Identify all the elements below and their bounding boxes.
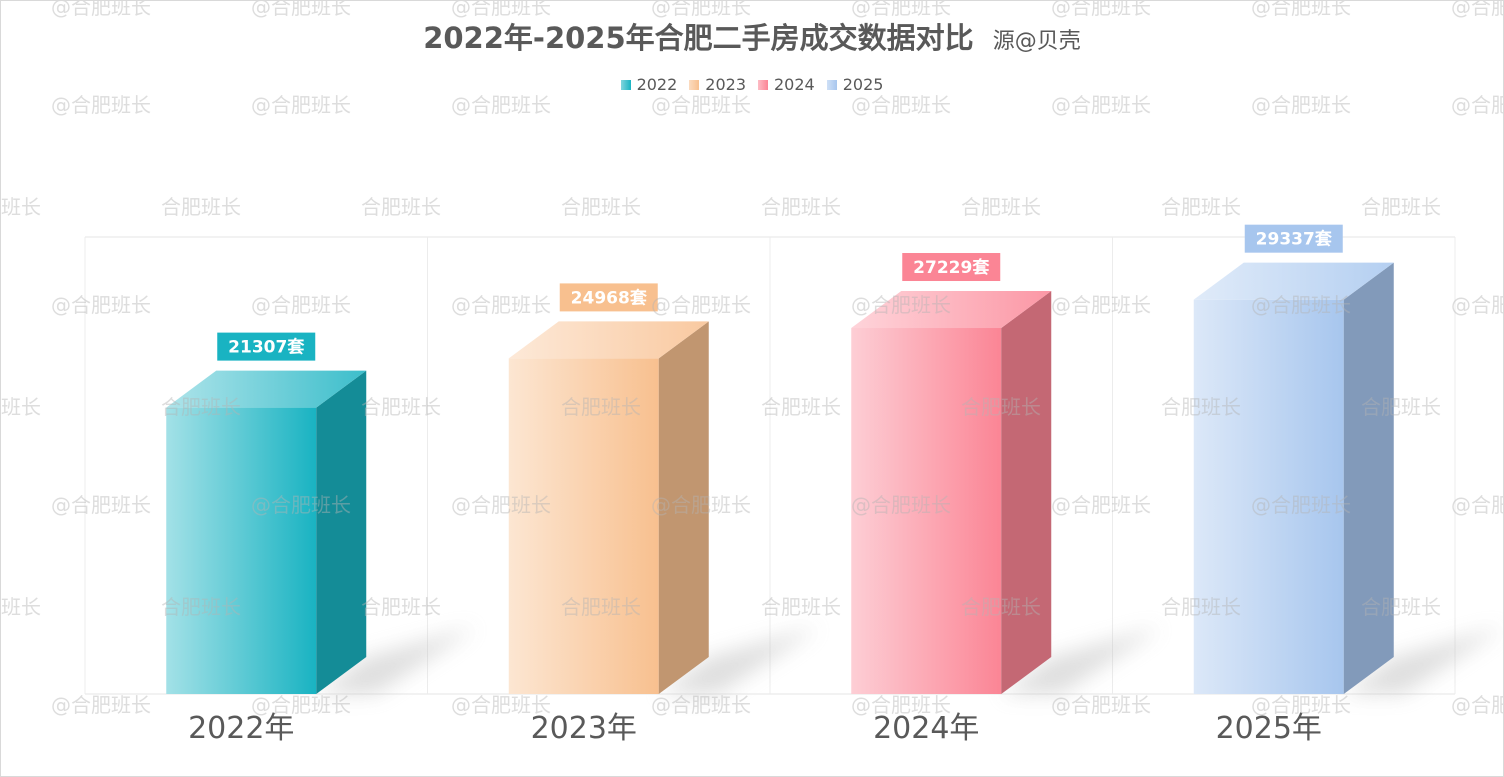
category-label: 2022年 (188, 711, 294, 746)
legend: 2022 2023 2024 2025 (1, 75, 1503, 94)
data-label-box (559, 283, 658, 312)
chart-title: 2022年-2025年合肥二手房成交数据对比 (423, 21, 974, 55)
bar-top-face (166, 370, 367, 408)
legend-label-2022: 2022 (636, 75, 678, 94)
legend-item-2023: 2023 (689, 75, 746, 94)
bar-side-face (658, 321, 709, 694)
data-label: 27229套 (913, 257, 990, 278)
legend-label-2024: 2024 (774, 75, 815, 94)
bar-shadow (658, 627, 819, 694)
category-label: 2024年 (873, 711, 979, 746)
data-label: 24968套 (571, 287, 648, 308)
legend-item-2024: 2024 (758, 75, 815, 94)
bar-shadow (316, 627, 477, 694)
bar-top-face (851, 291, 1052, 329)
bar-shadow (1001, 627, 1162, 694)
bar-front-face (508, 358, 659, 694)
bar-2022: 21307套 2022年 (166, 332, 477, 746)
legend-item-2022: 2022 (620, 75, 678, 94)
legend-label-2023: 2023 (705, 75, 746, 94)
bar-top-face (1193, 262, 1394, 300)
legend-swatch-2025 (826, 79, 837, 90)
bar-front-face (1193, 299, 1344, 694)
data-label-box (902, 253, 1001, 282)
legend-label-2025: 2025 (842, 75, 884, 94)
legend-swatch-2022 (620, 79, 631, 90)
category-label: 2025年 (1216, 711, 1322, 746)
bar-side-face (316, 370, 367, 694)
data-label: 29337套 (1256, 229, 1333, 250)
data-label-box (1244, 224, 1343, 253)
data-label-box (217, 332, 316, 361)
bar-2023: 24968套 2023年 (508, 283, 819, 746)
bar-2025: 29337套 2025年 (1193, 224, 1503, 746)
bar-side-face (1343, 262, 1394, 694)
legend-item-2025: 2025 (826, 75, 884, 94)
bar-side-face (1001, 291, 1052, 694)
bar-shadow (1343, 627, 1503, 694)
bar-front-face (166, 407, 317, 694)
data-label: 21307套 (228, 337, 305, 358)
legend-swatch-2024 (758, 79, 768, 90)
chart-subtitle: 源@贝壳 (992, 29, 1081, 54)
bar-top-face (508, 321, 709, 359)
bar-2024: 27229套 2024年 (851, 253, 1162, 746)
category-label: 2023年 (531, 711, 637, 746)
bar-front-face (851, 328, 1002, 694)
title-row: 2022年-2025年合肥二手房成交数据对比 源@贝壳 (1, 15, 1503, 57)
legend-swatch-2023 (689, 79, 700, 90)
